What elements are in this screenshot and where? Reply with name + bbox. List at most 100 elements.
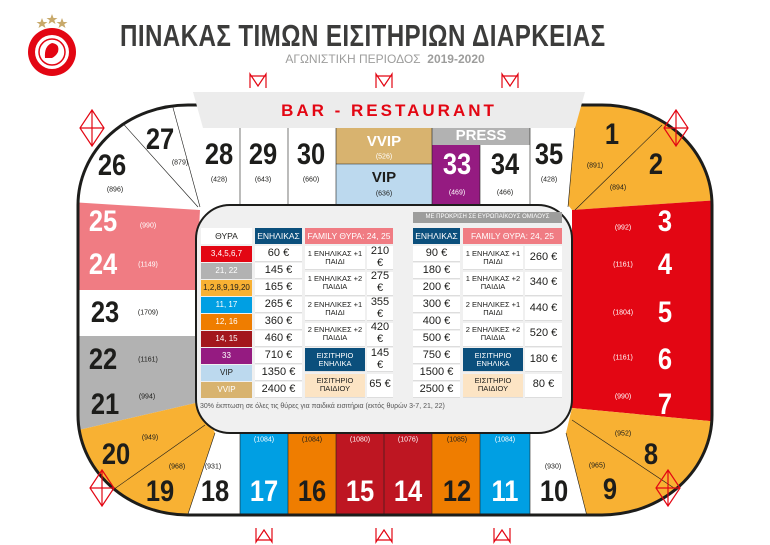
- stars-icon: [36, 14, 68, 28]
- section-25-number[interactable]: 25: [86, 205, 119, 239]
- section-12-number[interactable]: 12: [440, 475, 473, 509]
- section-33-number[interactable]: 33: [440, 148, 473, 182]
- europe-family-option: 1 ΕΝΗΛΙΚΑΣ +2 ΠΑΙΔΙΑ: [463, 271, 523, 296]
- section-3-number[interactable]: 3: [657, 205, 674, 239]
- section-7-number[interactable]: 7: [657, 388, 674, 422]
- europe-adult-price: 750 €: [413, 348, 460, 364]
- europe-adult-price: 200 €: [413, 280, 460, 296]
- section-label: 20: [101, 438, 131, 471]
- section-5-number[interactable]: 5: [657, 296, 674, 330]
- section-14-area[interactable]: [384, 433, 432, 523]
- europe-adult-price: 180 €: [413, 263, 460, 279]
- section-label: 3: [657, 205, 673, 238]
- europe-family-price: 520 €: [525, 322, 562, 347]
- section-label: 12: [442, 475, 472, 508]
- section-9-number[interactable]: 9: [602, 473, 619, 507]
- section-8-number[interactable]: 8: [643, 438, 660, 472]
- section-capacity: (990): [139, 222, 157, 230]
- europe-adult-price: 400 €: [413, 314, 460, 330]
- gate-row-label: VVIP: [201, 382, 252, 398]
- section-15-area[interactable]: [336, 433, 384, 523]
- adult-price: 145 €: [255, 263, 302, 279]
- family-option: 1 ΕΝΗΛΙΚΑΣ +2 ΠΑΙΔΙΑ: [305, 271, 365, 296]
- europe-adult-header: ΕΝΗΛΙΚΑΣ: [413, 228, 460, 244]
- section-20-number[interactable]: 20: [99, 438, 132, 472]
- section-21-area[interactable]: [70, 378, 200, 432]
- section-4-number[interactable]: 4: [657, 248, 674, 282]
- adult-header: ΕΝΗΛΙΚΑΣ: [255, 228, 302, 244]
- section-17-number[interactable]: 17: [247, 475, 280, 509]
- section-19-number[interactable]: 19: [143, 475, 176, 509]
- section-11-number[interactable]: 11: [489, 475, 521, 509]
- europe-header: ΜΕ ΠΡΟΚΡΙΣΗ ΣΕ ΕΥΡΩΠΑΪΚΟΥΣ ΟΜΙΛΟΥΣ: [413, 212, 562, 223]
- family-price: 210 €: [367, 245, 393, 270]
- family-price: 355 €: [367, 296, 393, 321]
- family-price: 420 €: [367, 322, 393, 347]
- gate-row-label: 3,4,5,6,7: [201, 246, 252, 262]
- adult-price: 2400 €: [255, 382, 302, 398]
- family-option: 1 ΕΝΗΛΙΚΑΣ +1 ΠΑΙΔΙ: [305, 246, 365, 270]
- section-21-number[interactable]: 21: [88, 388, 121, 422]
- section-6-number[interactable]: 6: [657, 343, 674, 377]
- section-capacity: (952): [614, 430, 632, 438]
- section-34-number[interactable]: 34: [488, 148, 521, 182]
- section-capacity: (1084): [253, 436, 275, 444]
- europe-family-option: ΕΙΣΙΤΗΡΙΟ ΕΝΗΛΙΚΑ: [463, 348, 523, 372]
- section-30-number[interactable]: 30: [294, 138, 327, 172]
- section-3-7-area[interactable]: [572, 200, 720, 422]
- section-capacity: (636): [375, 190, 393, 198]
- section-25-area[interactable]: [70, 202, 200, 246]
- section-18-number[interactable]: 18: [198, 475, 231, 509]
- section-capacity: (1084): [301, 436, 323, 444]
- section-22-number[interactable]: 22: [86, 343, 119, 377]
- section-28-number[interactable]: 28: [202, 138, 235, 172]
- vvip-area[interactable]: [336, 128, 432, 164]
- section-15-number[interactable]: 15: [343, 475, 376, 509]
- section-capacity: (1076): [397, 436, 419, 444]
- section-vip-number[interactable]: VIP: [372, 169, 396, 187]
- section-16-number[interactable]: 16: [295, 475, 328, 509]
- section-label: 29: [248, 138, 278, 171]
- section-label: 28: [204, 138, 234, 171]
- section-24-area[interactable]: [70, 246, 198, 290]
- section-label: VIP: [371, 169, 397, 186]
- section-29-number[interactable]: 29: [246, 138, 279, 172]
- section-capacity: (466): [496, 189, 514, 197]
- section-press-number[interactable]: PRESS: [456, 127, 507, 145]
- section-26-number[interactable]: 26: [95, 149, 128, 183]
- europe-family-price: 260 €: [525, 246, 562, 270]
- vip-area[interactable]: [336, 164, 432, 205]
- section-label: 6: [657, 343, 673, 376]
- adult-price: 1350 €: [255, 365, 302, 381]
- section-12-area[interactable]: [432, 433, 480, 523]
- section-14-number[interactable]: 14: [391, 475, 424, 509]
- section-label: 35: [534, 138, 564, 171]
- section-33-area[interactable]: [432, 145, 480, 205]
- section-label: 5: [657, 296, 673, 329]
- section-35-number[interactable]: 35: [532, 138, 565, 172]
- section-11-area[interactable]: [480, 433, 530, 523]
- section-label: 34: [490, 148, 520, 181]
- section-label: 1: [604, 118, 620, 151]
- section-label: 21: [90, 388, 120, 421]
- page-title: ΠΙΝΑΚΑΣ ΤΙΜΩΝ ΕΙΣΙΤΗΡΙΩΝ ΔΙΑΡΚΕΙΑΣ: [120, 18, 606, 53]
- section-label: VVIP: [366, 133, 402, 150]
- section-label: 18: [200, 475, 230, 508]
- section-27-number[interactable]: 27: [143, 123, 176, 157]
- section-label: 9: [602, 473, 618, 506]
- section-10-number[interactable]: 10: [537, 475, 570, 509]
- section-1-number[interactable]: 1: [604, 118, 621, 152]
- section-24-number[interactable]: 24: [86, 248, 119, 282]
- section-16-area[interactable]: [288, 433, 336, 523]
- section-17-area[interactable]: [240, 433, 288, 523]
- europe-adult-price: 2500 €: [413, 382, 460, 398]
- adult-price: 360 €: [255, 314, 302, 330]
- section-2-number[interactable]: 2: [648, 148, 665, 182]
- section-vvip-number[interactable]: VVIP: [367, 133, 401, 151]
- section-label: 15: [345, 475, 375, 508]
- section-capacity: (990): [614, 393, 632, 401]
- section-23-number[interactable]: 23: [88, 296, 121, 330]
- gate-row-label: 21, 22: [201, 263, 252, 279]
- season-subtitle: ΑΓΩΝΙΣΤΙΚΗ ΠΕΡΙΟΔΟΣ 2019-2020: [0, 52, 770, 66]
- section-22-area[interactable]: [70, 336, 198, 378]
